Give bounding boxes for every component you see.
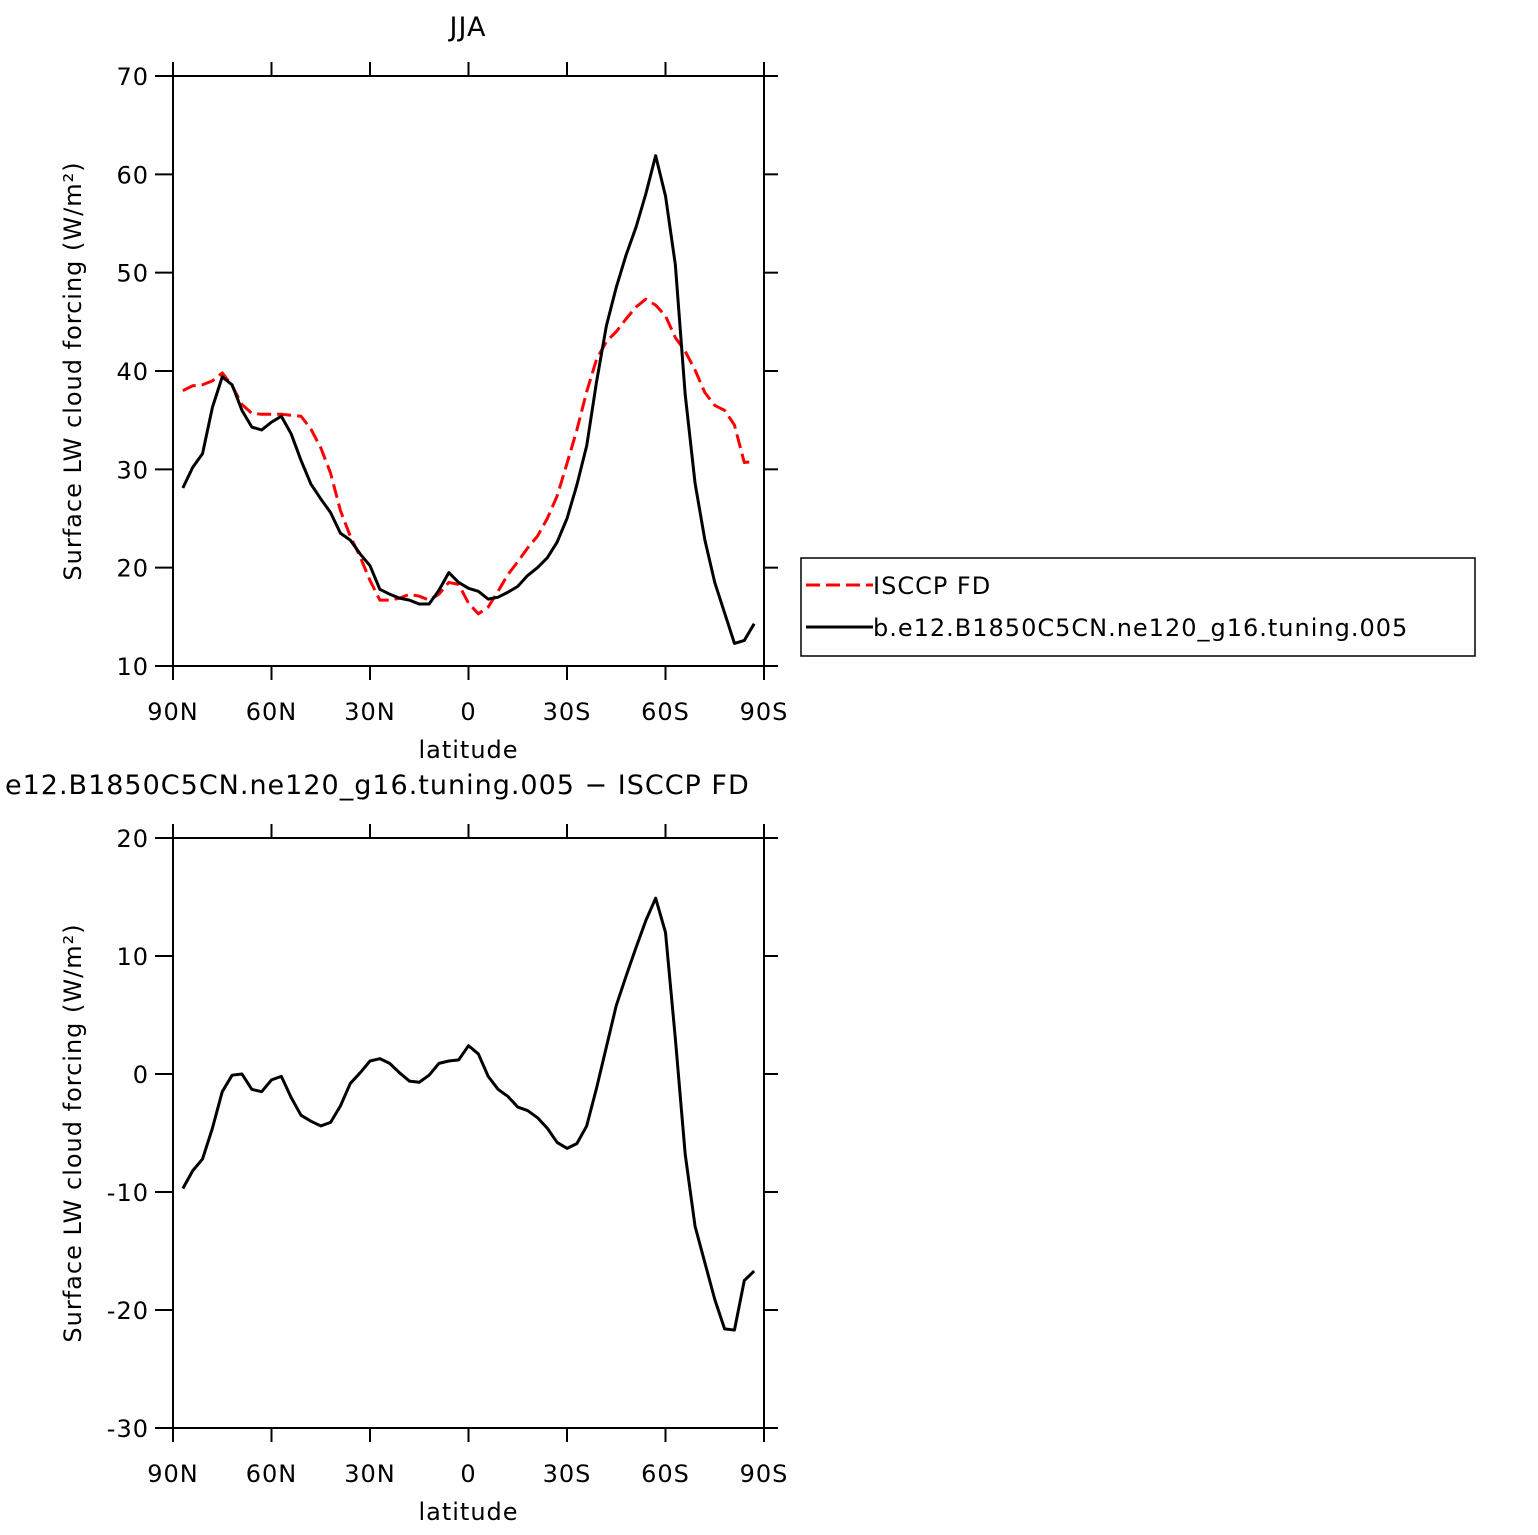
x-tick-label: 30N [344, 1460, 396, 1488]
plot-frame [172, 837, 765, 1429]
y-tick-label: 30 [116, 456, 149, 484]
x-tick-label: 30S [543, 1460, 592, 1488]
x-tick-label: 60N [246, 698, 298, 726]
y-tick-label: 40 [116, 358, 149, 386]
y-tick-label: -10 [107, 1179, 149, 1207]
y-tick-label: 0 [133, 1061, 149, 1089]
x-tick-label: 30S [543, 698, 592, 726]
x-tick-label: 60S [641, 1460, 690, 1488]
y-tick-label: 70 [116, 63, 149, 91]
y-tick-label: 50 [116, 260, 149, 288]
plot-frame [172, 75, 765, 667]
chart-title: e12.B1850C5CN.ne120_g16.tuning.005 − ISC… [5, 770, 750, 801]
y-tick-label: -30 [107, 1415, 149, 1443]
x-tick-label: 60S [641, 698, 690, 726]
x-axis-label: latitude [418, 736, 518, 764]
legend: ISCCP FD b.e12.B1850C5CN.ne120_g16.tuning… [800, 557, 1476, 657]
x-tick-label: 90S [740, 698, 789, 726]
x-axis-label: latitude [418, 1498, 518, 1526]
legend-label: b.e12.B1850C5CN.ne120_g16.tuning.005 [873, 614, 1408, 642]
y-tick-label: 60 [116, 161, 149, 189]
series-line [181, 154, 756, 645]
y-tick-label: -20 [107, 1297, 149, 1325]
y-axis-label: Surface LW cloud forcing (W/m²) [59, 161, 87, 580]
x-tick-label: 0 [460, 698, 476, 726]
x-tick-label: 90S [740, 1460, 789, 1488]
y-tick-label: 20 [116, 825, 149, 853]
y-tick-label: 10 [116, 653, 149, 681]
y-tick-label: 10 [116, 943, 149, 971]
x-tick-label: 60N [246, 1460, 298, 1488]
x-tick-label: 90N [147, 1460, 199, 1488]
x-tick-label: 30N [344, 698, 396, 726]
x-tick-label: 0 [460, 1460, 476, 1488]
chart-title: JJA [448, 12, 487, 43]
series-line [182, 297, 755, 616]
x-tick-label: 90N [147, 698, 199, 726]
y-tick-label: 20 [116, 555, 149, 583]
series-line [181, 896, 756, 1332]
legend-label: ISCCP FD [873, 572, 991, 600]
legend-box [800, 557, 1476, 657]
y-axis-label: Surface LW cloud forcing (W/m²) [59, 923, 87, 1342]
